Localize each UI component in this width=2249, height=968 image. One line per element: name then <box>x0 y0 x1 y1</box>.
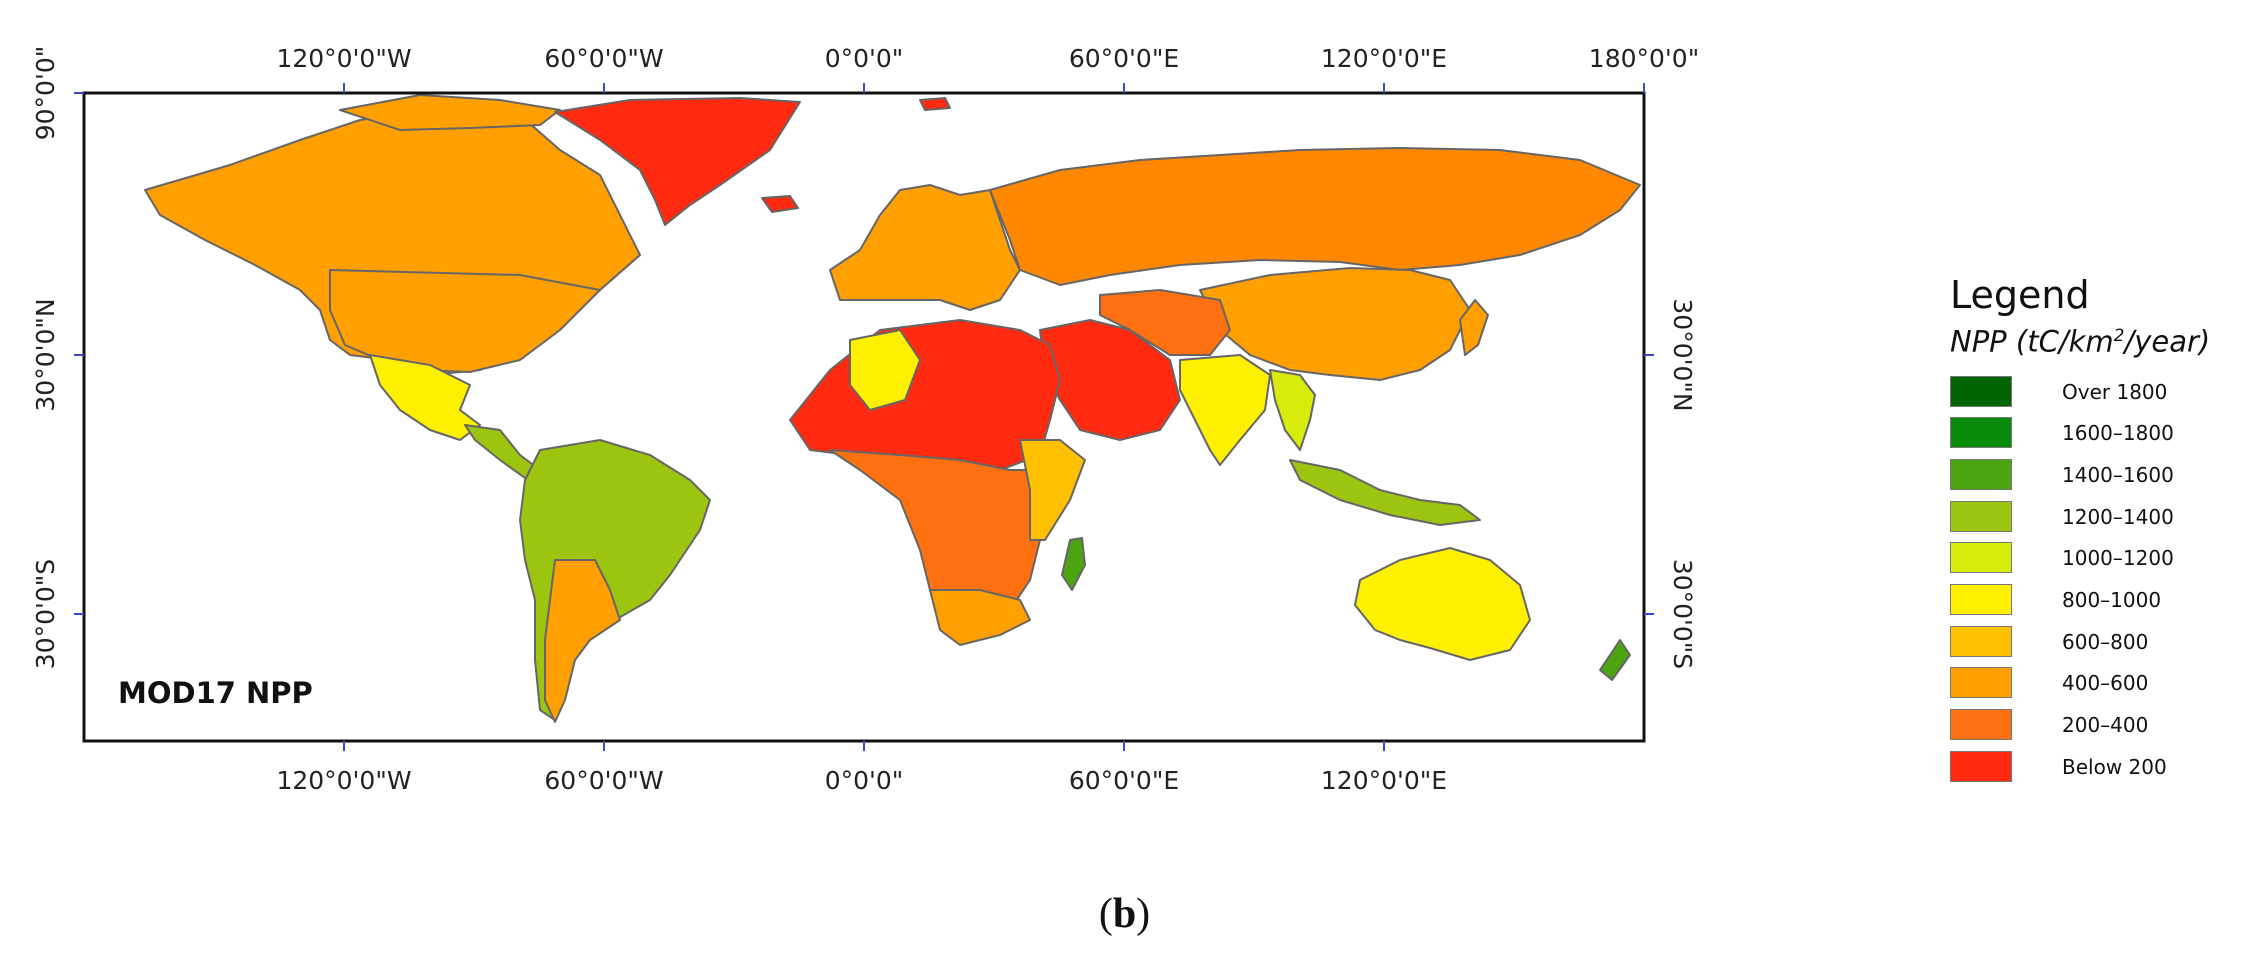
legend-label: Over 1800 <box>2062 379 2168 404</box>
legend-swatch <box>1950 459 2012 491</box>
land-masses <box>144 94 1641 723</box>
left-axis-label: 30°0'0"S <box>31 559 60 669</box>
bottom-axis-label: 120°0'0"W <box>276 766 411 795</box>
legend-swatch <box>1950 667 2012 699</box>
legend-row: Below 200 <box>1950 750 2230 793</box>
legend-swatch <box>1950 417 2012 449</box>
legend-label: 1400–1600 <box>2062 463 2174 488</box>
legend-label: 1000–1200 <box>2062 546 2174 571</box>
land-india <box>1179 354 1271 466</box>
land-central-america <box>464 424 541 479</box>
land-iceland <box>761 195 799 213</box>
legend-row: Over 1800 <box>1950 375 2230 418</box>
map-title-label: MOD17 NPP <box>118 676 313 710</box>
land-australia <box>1354 547 1531 661</box>
land-africa-north <box>789 319 1061 471</box>
axis-ticks <box>74 83 1654 751</box>
bottom-axis-label: 120°0'0"E <box>1321 766 1447 795</box>
caption-letter: b <box>1112 891 1137 937</box>
right-axis-label: 30°0'0"S <box>1668 559 1697 669</box>
legend-row: 800–1000 <box>1950 584 2230 626</box>
top-axis-label: 180°0'0" <box>1589 44 1699 73</box>
legend-swatch <box>1950 709 2012 741</box>
panel-caption: (b) <box>0 890 2249 938</box>
legend-subtitle-prefix: NPP (tC/km <box>1950 324 2114 359</box>
land-usa <box>329 269 601 373</box>
land-svalbard <box>919 97 951 111</box>
land-madagascar <box>1061 537 1086 591</box>
land-southeast-asia <box>1269 369 1316 451</box>
legend-label: 1600–1800 <box>2062 421 2174 446</box>
legend-swatch <box>1950 375 2012 407</box>
legend-swatch <box>1950 750 2012 782</box>
legend-swatch <box>1950 542 2012 574</box>
legend-label: Below 200 <box>2062 754 2167 779</box>
top-axis-labels: 120°0'0"W 60°0'0"W 0°0'0" 60°0'0"E 120°0… <box>276 44 1699 73</box>
top-axis-label: 0°0'0" <box>825 44 904 73</box>
land-algeria <box>849 329 921 411</box>
land-china <box>1199 267 1471 381</box>
land-japan <box>1459 299 1489 356</box>
land-europe <box>829 184 1021 311</box>
land-russia <box>989 147 1641 286</box>
top-axis-label: 60°0'0"W <box>544 44 663 73</box>
legend-subtitle-suffix: /year) <box>2124 324 2211 359</box>
bottom-axis-labels: 120°0'0"W 60°0'0"W 0°0'0" 60°0'0"E 120°0… <box>276 766 1447 795</box>
legend: Legend NPP (tC/km2/year) Over 1800 1600–1… <box>1950 272 2230 793</box>
legend-swatch <box>1950 584 2012 616</box>
legend-label: 1200–1400 <box>2062 504 2174 529</box>
legend-subtitle: NPP (tC/km2/year) <box>1950 318 2230 360</box>
bottom-axis-label: 0°0'0" <box>825 766 904 795</box>
top-axis-label: 60°0'0"E <box>1069 44 1179 73</box>
legend-row: 200–400 <box>1950 709 2230 751</box>
legend-row: 1600–1800 <box>1950 417 2230 459</box>
legend-row: 600–800 <box>1950 625 2230 668</box>
legend-row: 1400–1600 <box>1950 459 2230 501</box>
right-axis-labels: 30°0'0"N 30°0'0"S <box>1668 298 1697 669</box>
top-axis-label: 120°0'0"E <box>1321 44 1447 73</box>
legend-row: 1000–1200 <box>1950 542 2230 584</box>
left-axis-label: 90°0'0" <box>31 46 60 141</box>
legend-row: 400–600 <box>1950 667 2230 709</box>
legend-label: 800–1000 <box>2062 588 2162 613</box>
legend-swatch <box>1950 625 2012 657</box>
left-axis-labels: 90°0'0" 30°0'0"N 30°0'0"S <box>31 46 60 669</box>
legend-swatch <box>1950 500 2012 532</box>
land-southern-africa <box>929 589 1031 646</box>
caption-close-paren: ) <box>1136 891 1151 937</box>
legend-label: 400–600 <box>2062 671 2149 696</box>
legend-title: Legend <box>1950 273 2090 317</box>
land-arctic-islands <box>339 94 561 131</box>
land-central-asia <box>1099 289 1231 356</box>
legend-label: 600–800 <box>2062 629 2149 654</box>
right-axis-label: 30°0'0"N <box>1668 298 1697 411</box>
land-new-zealand <box>1599 639 1631 681</box>
land-east-africa <box>1019 439 1086 541</box>
bottom-axis-label: 60°0'0"W <box>544 766 663 795</box>
bottom-axis-label: 60°0'0"E <box>1069 766 1179 795</box>
land-south-america-south <box>544 559 621 723</box>
top-axis-label: 120°0'0"W <box>276 44 411 73</box>
land-greenland <box>554 97 801 226</box>
legend-row: 1200–1400 <box>1950 500 2230 543</box>
legend-subtitle-superscript: 2 <box>2113 326 2125 346</box>
land-indonesia <box>1289 459 1481 526</box>
legend-classes: Over 1800 1600–1800 1400–1600 1200–1400 1000… <box>1950 375 2230 793</box>
left-axis-label: 30°0'0"N <box>31 298 60 411</box>
legend-label: 200–400 <box>2062 713 2149 738</box>
caption-open-paren: ( <box>1098 891 1113 937</box>
